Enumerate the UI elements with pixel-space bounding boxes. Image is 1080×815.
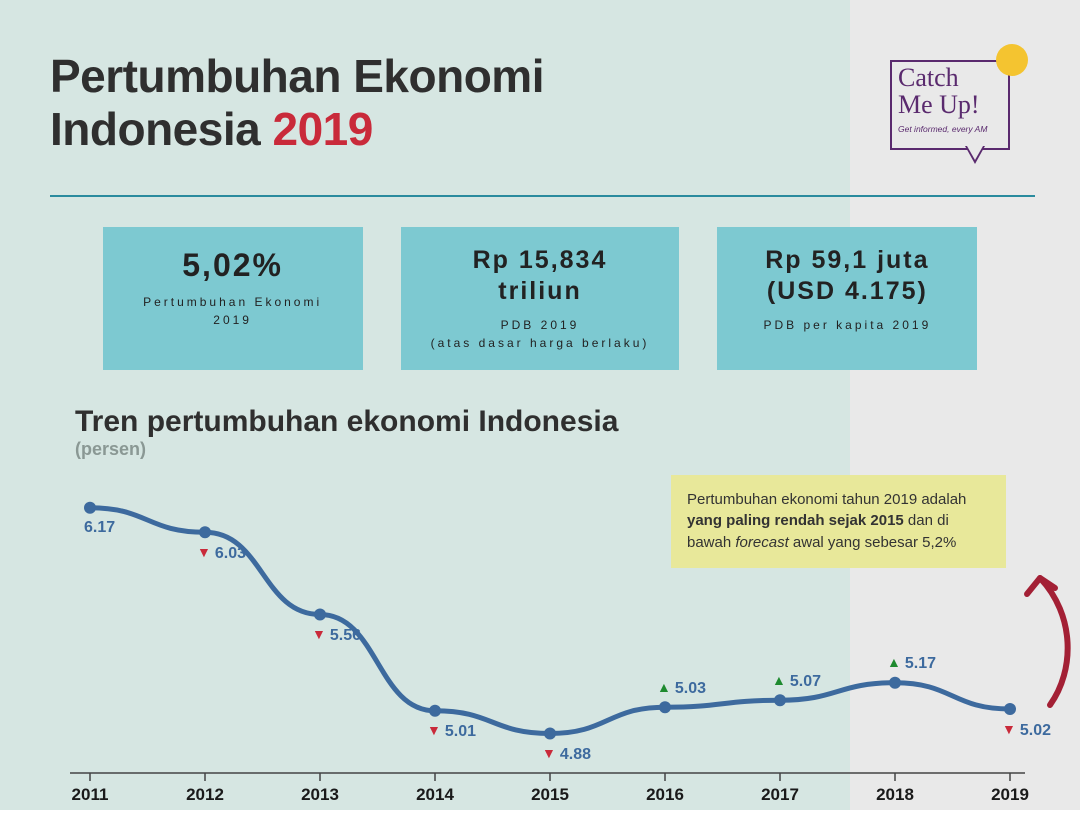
x-axis-label: 2014	[416, 785, 454, 805]
content-container: Pertumbuhan Ekonomi Indonesia 2019 Catch…	[0, 0, 1080, 810]
logo-line1: Catch	[898, 64, 980, 91]
logo-tagline: Get informed, every AM	[898, 124, 987, 134]
stats-row: 5,02% Pertumbuhan Ekonomi2019 Rp 15,834tri…	[50, 227, 1030, 370]
header-row: Pertumbuhan Ekonomi Indonesia 2019 Catch…	[50, 50, 1030, 170]
x-axis-label: 2019	[991, 785, 1029, 805]
title-line1: Pertumbuhan Ekonomi	[50, 50, 544, 102]
stat-card: 5,02% Pertumbuhan Ekonomi2019	[103, 227, 363, 370]
stat-label: PDB per kapita 2019	[747, 316, 947, 334]
x-axis-label: 2017	[761, 785, 799, 805]
chart-area: Pertumbuhan ekonomi tahun 2019 adalah ya…	[50, 475, 1030, 815]
title-year: 2019	[272, 103, 372, 155]
x-axis-label: 2013	[301, 785, 339, 805]
stat-card: Rp 59,1 juta(USD 4.175) PDB per kapita 20…	[717, 227, 977, 370]
data-point-label: 6.17	[84, 519, 115, 537]
stat-card: Rp 15,834triliun PDB 2019(atas dasar harg…	[401, 227, 680, 370]
chart-subtitle: (persen)	[75, 439, 1030, 460]
x-axis-label: 2015	[531, 785, 569, 805]
page-title: Pertumbuhan Ekonomi Indonesia 2019	[50, 50, 544, 156]
title-line2-prefix: Indonesia	[50, 103, 272, 155]
stat-label: PDB 2019(atas dasar harga berlaku)	[431, 316, 650, 352]
logo-text: Catch Me Up!	[898, 64, 980, 119]
data-point-label: ▲5.07	[772, 672, 821, 691]
x-axis-label: 2011	[72, 785, 109, 805]
logo-dot-icon	[996, 44, 1028, 76]
x-axis-label: 2016	[646, 785, 684, 805]
annotation-italic: forecast	[735, 534, 788, 551]
annotation-post: awal yang sebesar 5,2%	[789, 534, 957, 551]
data-point-label: ▲5.17	[887, 654, 936, 673]
data-point-label: ▼6.03	[197, 544, 246, 563]
logo-line2: Me Up!	[898, 91, 980, 118]
x-axis-label: 2012	[186, 785, 224, 805]
data-point-label: ▼5.56	[312, 626, 361, 645]
brand-logo: Catch Me Up! Get informed, every AM	[880, 50, 1030, 170]
annotation-bold: yang paling rendah sejak 2015	[687, 512, 904, 529]
data-point-label: ▼4.88	[542, 745, 591, 764]
stat-value: 5,02%	[133, 245, 333, 285]
x-axis-label: 2018	[876, 785, 914, 805]
stat-value: Rp 15,834triliun	[431, 245, 650, 308]
stat-value: Rp 59,1 juta(USD 4.175)	[747, 245, 947, 308]
stat-label: Pertumbuhan Ekonomi2019	[133, 293, 333, 329]
header-divider	[50, 195, 1035, 197]
chart-title: Tren pertumbuhan ekonomi Indonesia	[75, 405, 1030, 439]
data-point-label: ▼5.02	[1002, 721, 1051, 740]
data-point-label: ▼5.01	[427, 722, 476, 741]
data-point-label: ▲5.03	[657, 679, 706, 698]
chart-annotation: Pertumbuhan ekonomi tahun 2019 adalah ya…	[671, 475, 1006, 568]
logo-speech-tail-fill	[967, 146, 983, 160]
annotation-pre: Pertumbuhan ekonomi tahun 2019 adalah	[687, 491, 966, 508]
